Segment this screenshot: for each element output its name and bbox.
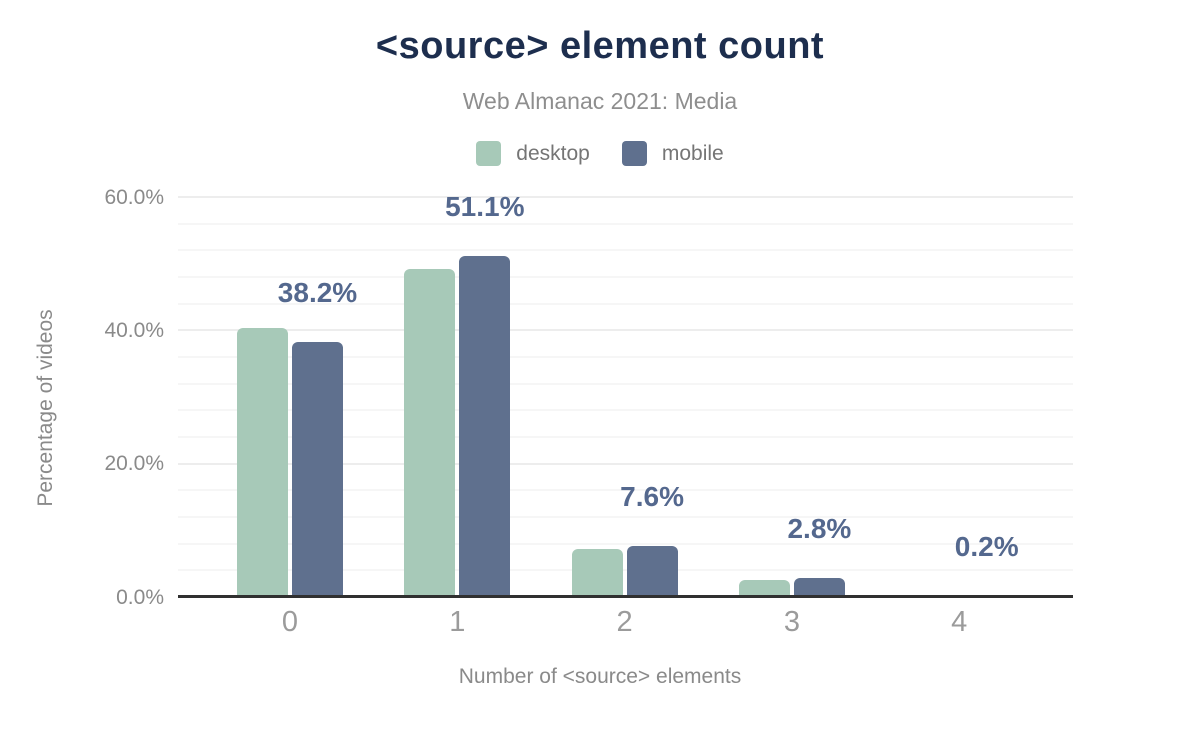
- bar-value-label: 0.2%: [954, 530, 1019, 562]
- y-tick-label: 20.0%: [104, 452, 164, 476]
- plot-area: 38.2% 0 51.1% 1 7.6% 2 2.8% 3 0.2% 4: [178, 193, 1073, 637]
- bar-value-label: 51.1%: [445, 191, 525, 223]
- legend-label-mobile: mobile: [661, 141, 724, 165]
- gridline-minor: [178, 409, 1073, 412]
- bar-value-label: 38.2%: [277, 277, 358, 309]
- x-tick-label: 0: [281, 606, 299, 638]
- gridline-minor: [178, 356, 1073, 358]
- bar-mobile-1[interactable]: [459, 256, 511, 597]
- gridline-minor: [178, 516, 1073, 518]
- y-tick-label: 40.0%: [104, 318, 164, 342]
- y-tick-label: 0.0%: [116, 585, 164, 609]
- bar-value-label: 2.8%: [787, 513, 852, 545]
- legend-swatch-desktop: [476, 141, 502, 166]
- y-tick-label: 60.0%: [104, 185, 164, 209]
- legend-swatch-mobile: [621, 141, 647, 166]
- legend-label-desktop: desktop: [516, 141, 590, 165]
- x-tick-label: 3: [783, 606, 800, 638]
- gridline-minor: [178, 302, 1073, 305]
- bar-value-label: 7.6%: [620, 481, 684, 513]
- legend: desktop mobile: [0, 141, 1200, 166]
- x-tick-label: 1: [449, 606, 466, 638]
- bar-mobile-2[interactable]: [626, 546, 678, 597]
- chart-subtitle: Web Almanac 2021: Media: [462, 88, 738, 114]
- gridline-minor: [178, 276, 1073, 278]
- bar-desktop-3[interactable]: [738, 579, 790, 597]
- gridline-minor: [178, 542, 1073, 545]
- chart-title: <source> element count: [375, 25, 825, 67]
- legend-item-mobile: mobile: [621, 141, 724, 166]
- bar-desktop-0[interactable]: [237, 328, 288, 597]
- gridline-major: [178, 329, 1073, 332]
- gridline-minor: [178, 489, 1073, 492]
- gridline-minor: [178, 222, 1073, 225]
- bar-desktop-2[interactable]: [571, 549, 623, 597]
- gridline-major: [178, 196, 1073, 198]
- gridline-minor: [178, 249, 1073, 252]
- x-axis-line: [178, 595, 1073, 598]
- bar-desktop-1[interactable]: [404, 269, 456, 597]
- x-tick-label: 4: [951, 606, 968, 638]
- bar-mobile-3[interactable]: [793, 578, 845, 597]
- bar-mobile-0[interactable]: [292, 342, 343, 597]
- gridline-minor: [178, 382, 1073, 385]
- gridline-major: [178, 462, 1073, 465]
- legend-item-desktop: desktop: [476, 141, 590, 166]
- x-tick-label: 2: [616, 606, 633, 638]
- gridline-minor: [178, 569, 1073, 572]
- gridline-minor: [178, 436, 1073, 438]
- x-axis-title: Number of <source> elements: [458, 665, 742, 688]
